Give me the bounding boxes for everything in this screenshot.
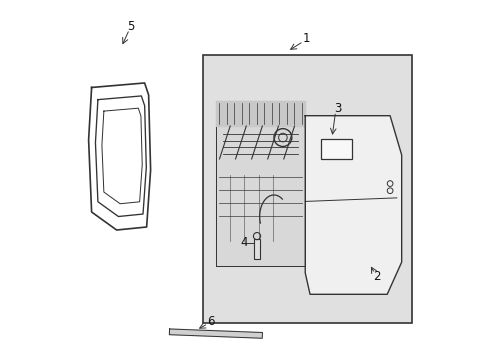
Polygon shape xyxy=(305,116,401,294)
Bar xyxy=(254,239,259,258)
Text: 2: 2 xyxy=(372,270,380,283)
Polygon shape xyxy=(216,102,305,126)
Polygon shape xyxy=(216,102,305,266)
Text: 4: 4 xyxy=(240,236,247,249)
Text: 5: 5 xyxy=(127,20,135,33)
Text: 3: 3 xyxy=(333,102,340,115)
Text: 1: 1 xyxy=(302,32,309,45)
Text: 6: 6 xyxy=(206,315,214,328)
Polygon shape xyxy=(169,329,262,338)
FancyBboxPatch shape xyxy=(203,55,411,323)
Bar xyxy=(321,139,351,158)
